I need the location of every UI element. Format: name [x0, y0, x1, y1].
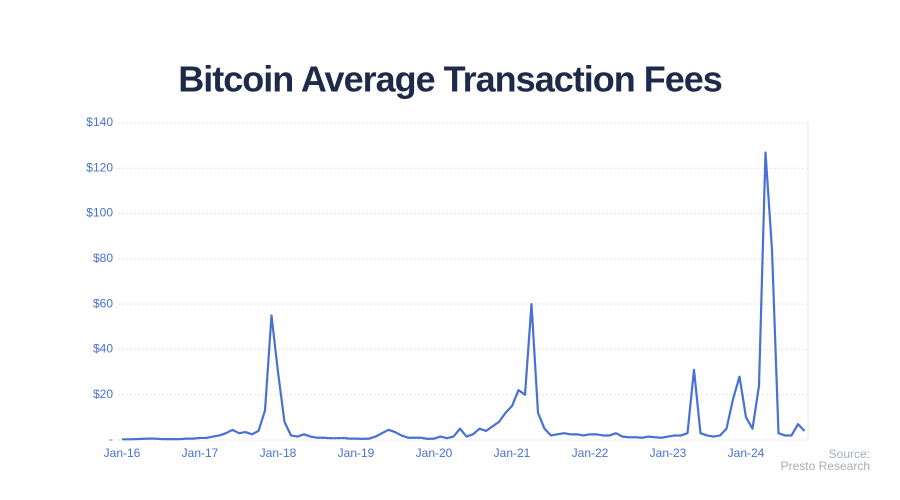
x-tick-label: Jan-18 — [260, 446, 297, 460]
y-tick-label: $40 — [93, 342, 113, 356]
source-name: Presto Research — [781, 459, 870, 473]
x-tick-label: Jan-21 — [494, 446, 531, 460]
y-tick-label: $20 — [93, 387, 113, 401]
y-tick-label: $100 — [86, 206, 113, 220]
y-tick-label: $60 — [93, 296, 113, 310]
y-tick-label: $140 — [86, 115, 113, 129]
data-line — [122, 151, 806, 441]
x-tick-label: Jan-16 — [104, 446, 141, 460]
chart-title: Bitcoin Average Transaction Fees — [178, 59, 722, 100]
x-tick-label: Jan-19 — [338, 446, 375, 460]
x-tick-label: Jan-22 — [572, 446, 609, 460]
x-tick-label: Jan-20 — [416, 446, 453, 460]
y-tick-label: $120 — [86, 160, 113, 174]
source-label: Source: — [829, 447, 870, 461]
y-tick-label: $80 — [93, 251, 113, 265]
x-tick-label: Jan-17 — [182, 446, 219, 460]
x-tick-label: Jan-23 — [650, 446, 687, 460]
x-tick-label: Jan-24 — [728, 446, 765, 460]
y-tick-label: - — [109, 432, 113, 446]
